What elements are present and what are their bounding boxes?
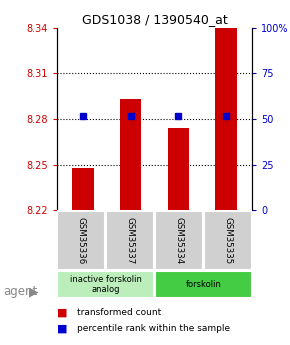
Text: transformed count: transformed count (77, 308, 161, 317)
Text: GSM35337: GSM35337 (126, 217, 135, 264)
Text: ▶: ▶ (28, 285, 38, 298)
Bar (155, 211, 203, 270)
Bar (57, 272, 154, 298)
Text: ■: ■ (57, 307, 67, 317)
Title: GDS1038 / 1390540_at: GDS1038 / 1390540_at (81, 13, 227, 27)
Text: ■: ■ (57, 324, 67, 334)
Text: GSM35336: GSM35336 (77, 217, 86, 264)
Text: agent: agent (3, 285, 37, 298)
Text: GSM35335: GSM35335 (223, 217, 232, 264)
Text: GSM35334: GSM35334 (174, 217, 183, 264)
Bar (155, 272, 252, 298)
Bar (72, 168, 94, 210)
Bar (204, 211, 252, 270)
Text: inactive forskolin
analog: inactive forskolin analog (70, 275, 142, 294)
Bar (120, 99, 141, 210)
Bar (168, 128, 189, 210)
Bar (215, 28, 237, 210)
Bar (106, 211, 154, 270)
Text: percentile rank within the sample: percentile rank within the sample (77, 324, 230, 333)
Text: forskolin: forskolin (185, 280, 221, 289)
Bar (57, 211, 105, 270)
